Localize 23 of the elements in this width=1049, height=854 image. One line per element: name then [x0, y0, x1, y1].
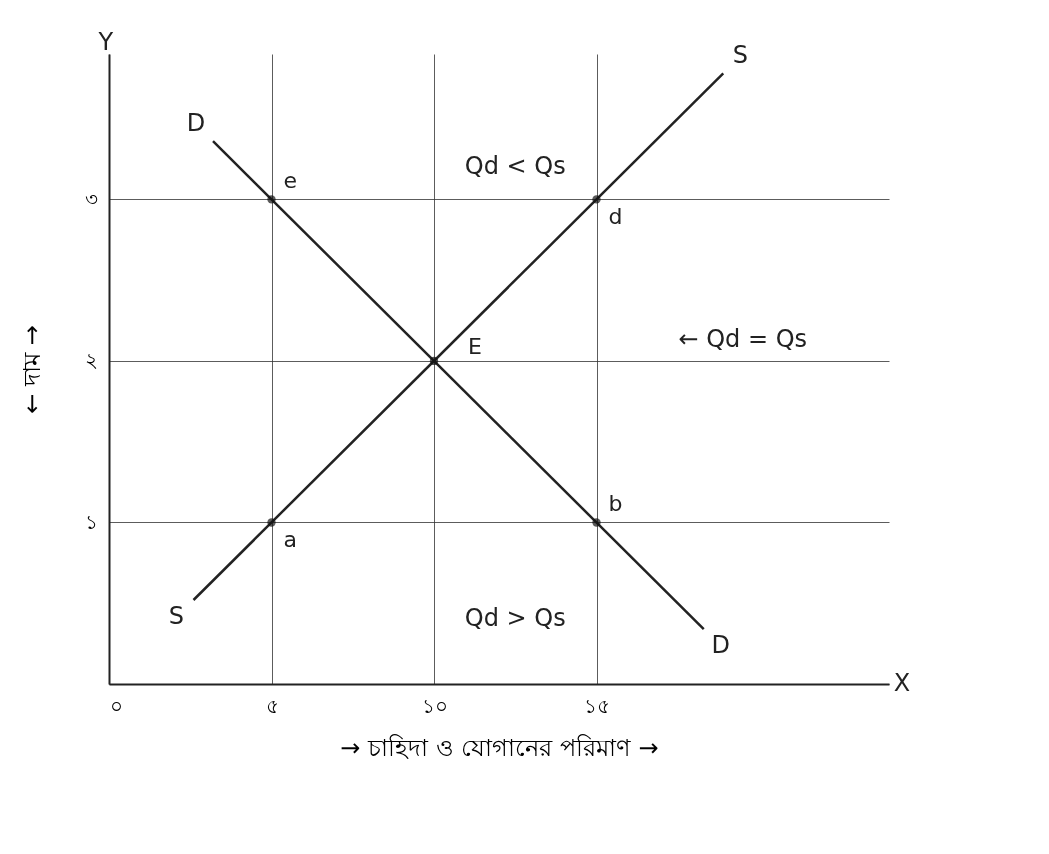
series-label: D [711, 631, 731, 659]
x-tick-label: ০ [109, 693, 123, 718]
x-axis-title: → চাহিদা ও যোগানের পরিমাণ → [340, 733, 659, 762]
y-tick-label: ৩ [84, 186, 98, 211]
data-label: b [608, 491, 623, 517]
x-tick-label: ১০ [421, 693, 448, 718]
x-tick-label: ৫ [265, 693, 279, 718]
y-tick-label: ১ [84, 509, 98, 534]
annotation: ← Qd = Qs [678, 324, 808, 353]
data-label: d [608, 204, 623, 230]
data-label: E [468, 333, 482, 359]
text: X [893, 669, 911, 697]
text: S [732, 41, 748, 70]
series-label: S [168, 601, 185, 630]
data-label: a [283, 527, 297, 553]
text: D [186, 109, 206, 138]
data-label: e [283, 168, 298, 194]
annotation: Y [97, 27, 114, 56]
y-axis-title: ← দাম → [17, 325, 46, 414]
y-tick-label: ২ [84, 348, 98, 373]
annotation: Qd > Qs [464, 604, 566, 633]
annotation: Qd < Qs [464, 152, 566, 181]
x-tick-label: ১৫ [584, 693, 610, 718]
